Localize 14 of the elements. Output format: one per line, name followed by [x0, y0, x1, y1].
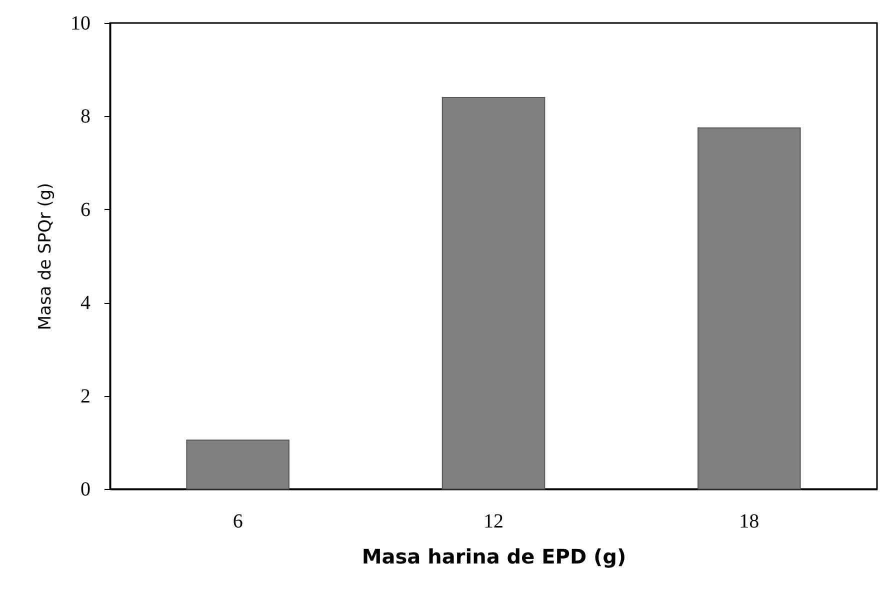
x-tick-label: 18 [739, 510, 760, 532]
bar [698, 127, 801, 490]
y-tick-label: 6 [80, 198, 90, 221]
y-tick-label: 10 [70, 12, 90, 34]
y-axis-title: Masa de SPQr (g) [36, 182, 56, 330]
y-tick-label: 8 [80, 106, 90, 128]
bar [442, 97, 546, 490]
x-tick-label: 12 [484, 510, 504, 532]
x-tick-label: 6 [232, 510, 243, 532]
y-tick-label: 0 [80, 478, 90, 500]
x-axis-title: Masa harina de EPD (g) [362, 544, 626, 568]
y-tick-label: 4 [80, 292, 90, 314]
bar [186, 440, 290, 490]
y-tick-label: 2 [80, 385, 90, 408]
